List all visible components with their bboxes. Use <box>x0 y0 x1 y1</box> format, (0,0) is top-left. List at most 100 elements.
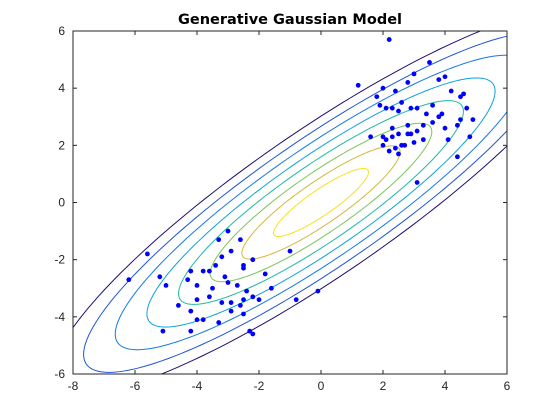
data-point <box>430 120 435 125</box>
data-point <box>216 320 222 325</box>
data-point <box>194 317 200 323</box>
data-point <box>436 114 442 120</box>
data-point <box>207 268 212 274</box>
data-point <box>442 74 448 80</box>
data-point <box>458 117 463 123</box>
data-point <box>405 80 411 85</box>
data-point <box>458 94 463 100</box>
data-point <box>442 125 448 131</box>
data-point <box>374 94 380 100</box>
data-point <box>405 131 411 137</box>
data-point <box>126 277 132 283</box>
contour-line <box>73 31 507 374</box>
data-point <box>287 248 293 254</box>
data-point <box>439 111 445 117</box>
data-point <box>216 237 222 243</box>
data-point <box>238 237 243 243</box>
data-point <box>414 105 420 111</box>
data-point <box>455 154 460 160</box>
data-point <box>414 180 420 185</box>
data-point <box>157 274 163 280</box>
data-point <box>225 280 231 285</box>
contour-line <box>146 77 496 328</box>
x-tick-label: 4 <box>442 379 449 393</box>
data-point <box>389 105 395 111</box>
data-point <box>250 257 256 263</box>
data-point <box>185 277 191 283</box>
data-point <box>247 328 253 334</box>
data-point <box>411 71 417 77</box>
data-point <box>207 294 212 300</box>
data-point <box>219 300 225 305</box>
contour-line <box>241 145 401 260</box>
data-point <box>250 331 256 337</box>
contour-lines <box>73 31 507 374</box>
data-point <box>200 268 206 274</box>
data-point <box>244 288 250 294</box>
data-point <box>411 140 417 145</box>
data-point <box>188 328 194 334</box>
y-tick-label: 4 <box>58 81 65 95</box>
contour-line <box>209 122 433 283</box>
data-point <box>315 288 321 294</box>
data-point <box>405 122 411 128</box>
x-tick-label: 2 <box>380 379 387 393</box>
data-point <box>228 300 234 305</box>
data-point <box>269 285 274 291</box>
data-point <box>461 91 466 97</box>
data-point <box>427 60 432 65</box>
data-point <box>256 297 262 303</box>
data-point <box>238 303 243 308</box>
contour-line <box>273 168 369 237</box>
y-tick-label: 0 <box>58 196 65 210</box>
x-tick-label: -4 <box>192 379 203 393</box>
x-tick-label: -8 <box>68 379 79 393</box>
x-tick-label: -2 <box>254 379 265 393</box>
data-point <box>393 145 398 151</box>
contour-line <box>178 100 464 305</box>
data-point <box>380 134 386 140</box>
data-point <box>386 148 392 154</box>
data-point <box>389 125 395 131</box>
data-point <box>241 297 246 303</box>
data-point <box>194 297 200 303</box>
data-point <box>194 282 200 288</box>
x-tick-label: 6 <box>504 379 511 393</box>
data-point <box>467 134 473 140</box>
x-axis: -8 -6 -4 -2 0 2 4 6 <box>68 31 511 393</box>
data-point <box>213 262 219 268</box>
data-point <box>393 88 398 94</box>
data-point <box>402 142 408 148</box>
data-point <box>424 111 429 117</box>
data-point <box>448 88 454 94</box>
data-point <box>420 122 426 128</box>
data-point <box>188 308 194 314</box>
data-point <box>163 282 169 288</box>
data-point <box>414 128 420 134</box>
plot-background <box>73 31 507 374</box>
data-point <box>464 105 470 111</box>
data-point <box>455 122 460 128</box>
chart-title: Generative Gaussian Model <box>178 12 402 28</box>
data-point <box>234 282 240 288</box>
y-tick-label: -2 <box>54 253 65 267</box>
data-point <box>396 151 401 157</box>
data-point <box>396 131 401 137</box>
data-point <box>380 142 386 148</box>
data-point <box>389 134 395 140</box>
data-point <box>383 137 389 143</box>
y-tick-label: -6 <box>54 367 65 381</box>
data-point <box>219 254 225 260</box>
data-point <box>145 251 150 257</box>
data-point <box>241 311 246 317</box>
data-point <box>188 268 194 274</box>
data-point <box>396 108 401 114</box>
data-point <box>399 100 404 105</box>
data-point <box>377 102 383 108</box>
scatter-points <box>126 37 476 337</box>
y-axis: -6 -4 -2 0 2 4 6 <box>54 24 507 381</box>
contour-line <box>83 35 507 373</box>
data-point <box>436 77 442 82</box>
data-point <box>176 303 181 308</box>
